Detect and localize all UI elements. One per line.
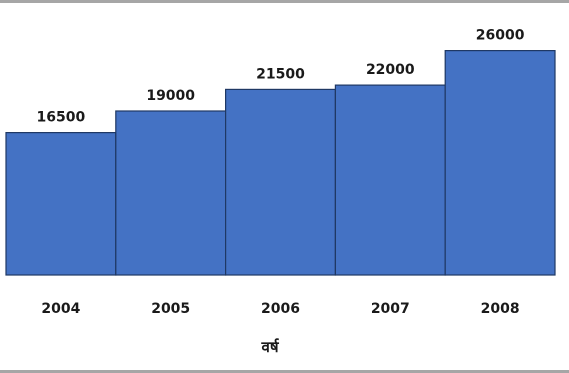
value-label-2008: 26000 (476, 28, 525, 44)
x-tick-label-2008: 2008 (481, 301, 520, 317)
bar-2008 (444, 49, 556, 276)
value-label-2004: 16500 (37, 110, 86, 126)
x-tick-label-2005: 2005 (151, 301, 190, 317)
top-border (0, 0, 569, 3)
x-tick-label-2006: 2006 (261, 301, 300, 317)
value-label-2005: 19000 (146, 88, 195, 104)
bottom-border (0, 370, 569, 373)
value-label-2006: 21500 (256, 66, 305, 82)
x-tick-labels-group: 2004 2005 2006 2007 2008 (41, 301, 519, 317)
value-label-2007: 22000 (366, 62, 415, 78)
bar-2006 (225, 88, 337, 276)
x-axis-label: वर्ष (260, 338, 279, 356)
bars-group (5, 49, 556, 276)
value-labels-group: 16500 19000 21500 22000 26000 (37, 28, 525, 126)
x-tick-label-2007: 2007 (371, 301, 410, 317)
x-tick-label-2004: 2004 (41, 301, 80, 317)
bar-2005 (115, 110, 227, 276)
bar-2007 (334, 84, 446, 276)
bar-2004 (5, 132, 117, 276)
